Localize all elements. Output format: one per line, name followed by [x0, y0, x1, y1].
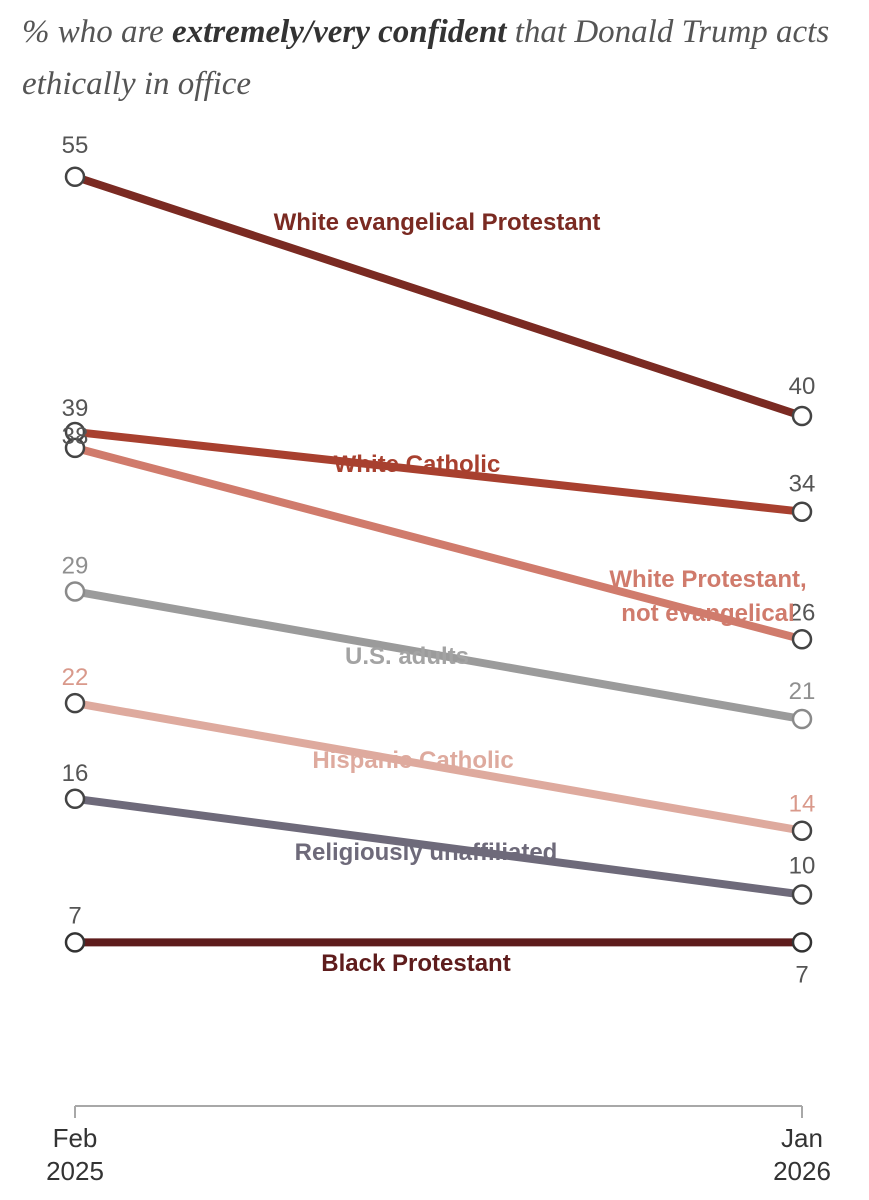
- data-label: 22: [62, 664, 89, 691]
- data-point-marker: [791, 405, 813, 427]
- series-label: Hispanic Catholic: [312, 747, 513, 774]
- x-tick-label: Feb: [53, 1123, 98, 1153]
- data-point-marker: [791, 932, 813, 953]
- series-line: [71, 427, 806, 516]
- data-point-marker: [64, 166, 86, 187]
- x-tick-label: 2026: [773, 1156, 831, 1186]
- data-point-marker: [791, 501, 813, 522]
- x-tick-label: Jan: [781, 1123, 823, 1153]
- data-label: 34: [789, 471, 816, 498]
- data-label: 10: [789, 853, 816, 880]
- data-point-marker: [64, 581, 86, 602]
- series-label: White Catholic: [334, 451, 501, 478]
- series-label: White evangelical Protestant: [274, 209, 601, 236]
- series-group: 16 10 Religiously unaffiliated: [62, 760, 816, 905]
- series-label: Religiously unaffiliated: [295, 839, 558, 866]
- data-point-marker: [64, 788, 86, 810]
- data-label: 7: [68, 902, 81, 929]
- series-label: White Protestant, not evangelical: [609, 566, 806, 627]
- title-emphasis: extremely/very confident: [172, 14, 507, 50]
- data-label: 55: [62, 132, 89, 159]
- data-label: 21: [789, 678, 816, 705]
- data-label: 7: [795, 961, 808, 988]
- series-line: [71, 699, 806, 835]
- series-group: 22 14 Hispanic Catholic: [62, 664, 816, 841]
- series-group: 39 34 White Catholic: [62, 395, 816, 522]
- data-point-marker: [791, 708, 813, 730]
- data-point-marker: [64, 437, 86, 459]
- series-line: [71, 172, 806, 420]
- data-point-marker: [64, 692, 86, 714]
- data-label: 16: [62, 760, 89, 787]
- data-point-marker: [791, 629, 813, 650]
- data-label: 26: [789, 599, 816, 626]
- x-tick-label: 2025: [46, 1156, 104, 1186]
- series-group: 55 40 White evangelical Protestant: [62, 132, 816, 427]
- data-label: 39: [62, 395, 89, 422]
- series-line: [71, 587, 806, 724]
- data-label: 14: [789, 791, 816, 818]
- series-label: Black Protestant: [321, 950, 510, 977]
- series-line: [71, 443, 806, 644]
- title-prefix: % who are: [22, 14, 173, 50]
- data-point-marker: [791, 820, 813, 841]
- data-label: 40: [789, 373, 816, 400]
- data-label: 38: [62, 423, 89, 450]
- chart-title: % who are extremely/very confident that …: [22, 6, 852, 110]
- series-line: [71, 794, 806, 899]
- series-group: 29 21 U.S. adults: [62, 552, 816, 730]
- series-group: 7 7 Black Protestant: [64, 902, 813, 988]
- data-point-marker: [64, 932, 86, 953]
- series-label: U.S. adults: [345, 643, 469, 670]
- title-suffix: that Donald Trump acts ethically in offi…: [22, 14, 830, 102]
- data-point-marker: [791, 884, 813, 905]
- data-label: 29: [62, 552, 89, 579]
